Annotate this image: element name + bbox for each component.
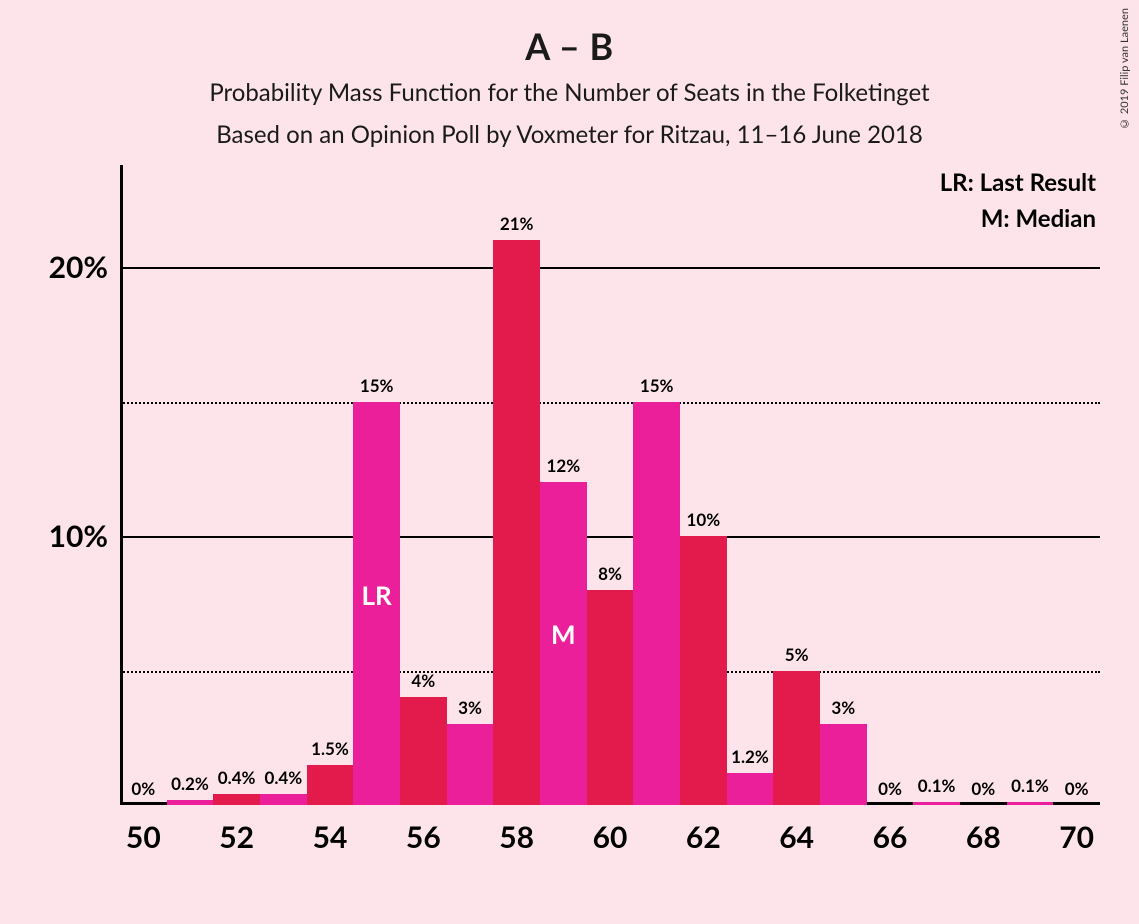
- bar: 1.5%: [307, 765, 354, 805]
- bar-value-label: 0%: [1065, 778, 1089, 805]
- bar-value-label: 0%: [131, 778, 155, 805]
- bar: 0.1%: [1007, 802, 1054, 805]
- bar: 15%LR: [353, 402, 400, 805]
- legend-last-result: LR: Last Result: [940, 168, 1096, 197]
- x-tick-label: 58: [499, 805, 534, 855]
- bar-value-label: 4%: [411, 670, 435, 697]
- bar-value-label: 1.5%: [311, 738, 349, 765]
- y-tick-label: 10%: [49, 518, 120, 554]
- y-axis-line: [120, 165, 123, 805]
- bar: 21%: [493, 240, 540, 805]
- x-tick-label: 66: [873, 805, 908, 855]
- bar: 3%: [820, 724, 867, 805]
- gridline-major: [120, 267, 1100, 269]
- x-tick-label: 60: [593, 805, 628, 855]
- copyright-text: © 2019 Filip van Laenen: [1118, 8, 1131, 130]
- bar: 4%: [400, 697, 447, 805]
- bar: 0.2%: [167, 800, 214, 805]
- bar-value-label: 3%: [831, 697, 855, 724]
- bar-value-label: 8%: [598, 563, 622, 590]
- bar-value-label: 0.1%: [1011, 775, 1049, 802]
- bar-value-label: 0.1%: [918, 775, 956, 802]
- bar: 0.4%: [213, 794, 260, 805]
- bar-value-label: 1.2%: [731, 746, 769, 773]
- bar-value-label: 0.2%: [171, 773, 209, 800]
- x-tick-label: 70: [1059, 805, 1094, 855]
- x-tick-label: 52: [219, 805, 254, 855]
- x-tick-label: 56: [406, 805, 441, 855]
- bar: 0.4%: [260, 794, 307, 805]
- bar-value-label: 0%: [878, 778, 902, 805]
- bar: 8%: [587, 590, 634, 805]
- bar: 3%: [447, 724, 494, 805]
- chart-plot-area: LR: Last Result M: Median 10%20%50525456…: [120, 200, 1100, 805]
- legend-median: M: Median: [981, 204, 1096, 233]
- bar: 12%M: [540, 482, 587, 805]
- x-tick-label: 62: [686, 805, 721, 855]
- bar-value-label: 15%: [360, 375, 394, 402]
- gridline-minor: [120, 402, 1100, 404]
- bar: 5%: [773, 671, 820, 805]
- bar-value-label: 5%: [785, 644, 809, 671]
- bar-value-label: 12%: [547, 455, 581, 482]
- x-tick-label: 64: [779, 805, 814, 855]
- chart-subtitle-1: Probability Mass Function for the Number…: [0, 78, 1139, 107]
- bar: 1.2%: [727, 773, 774, 805]
- bar: 10%: [680, 536, 727, 805]
- bar-value-label: 10%: [687, 509, 721, 536]
- bar: 15%: [633, 402, 680, 805]
- y-tick-label: 20%: [49, 249, 120, 285]
- chart-title: A – B: [0, 24, 1139, 68]
- bar-value-label: 21%: [500, 213, 534, 240]
- bar-value-label: 0.4%: [218, 767, 256, 794]
- x-tick-label: 50: [126, 805, 161, 855]
- x-tick-label: 68: [966, 805, 1001, 855]
- annotation-median: M: [551, 618, 576, 650]
- x-tick-label: 54: [313, 805, 348, 855]
- chart-subtitle-2: Based on an Opinion Poll by Voxmeter for…: [0, 120, 1139, 149]
- gridline-major: [120, 536, 1100, 538]
- bar: 0.1%: [913, 802, 960, 805]
- bar-value-label: 0%: [971, 778, 995, 805]
- bar-value-label: 15%: [640, 375, 674, 402]
- bar-value-label: 3%: [458, 697, 482, 724]
- bar-value-label: 0.4%: [264, 767, 302, 794]
- annotation-last-result: LR: [362, 579, 392, 611]
